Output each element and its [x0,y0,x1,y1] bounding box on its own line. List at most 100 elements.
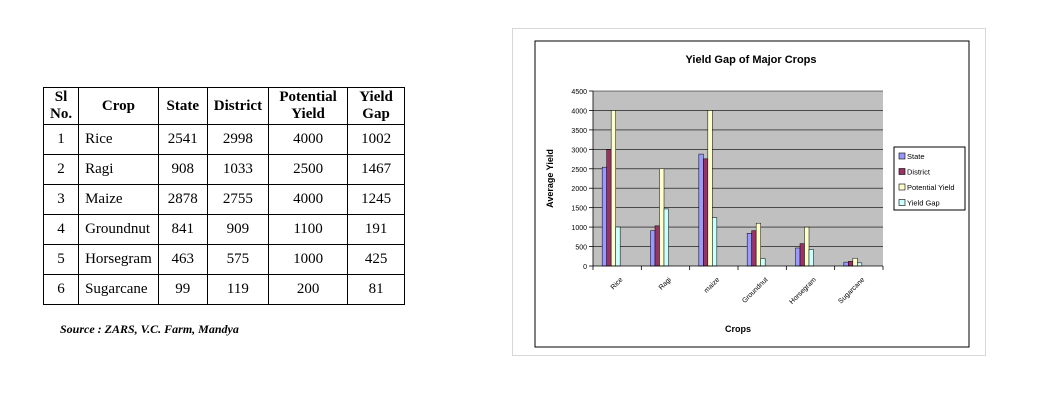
legend-swatch [898,183,906,191]
bar-yield-gap [712,217,718,267]
header-potential-line2: Yield [291,106,325,122]
bar-state [843,261,849,267]
bar-yield-gap [663,208,669,267]
table-row: 2 Ragi 908 1033 2500 1467 [42,154,406,185]
legend-label: State [907,152,925,161]
plot-area [593,91,883,266]
cell-district: 2998 [206,124,270,155]
table-header-row: Sl No. Crop State District Potential Yield… [42,87,406,125]
table-row: 1 Rice 2541 2998 4000 1002 [42,124,406,155]
header-district: District [206,87,270,125]
cell-gap: 425 [347,244,406,275]
bar-potential-yield [707,110,713,267]
bar-yield-gap [857,262,863,267]
header-sl-line2: No. [50,106,73,122]
cell-potential: 1100 [268,214,349,245]
cell-district: 119 [206,274,270,305]
cell-district: 909 [206,214,270,245]
header-state: State [157,87,208,125]
y-tick-label: 2000 [571,186,587,193]
bar-yield-gap [615,226,621,267]
cell-potential: 4000 [268,124,349,155]
cell-sl: 1 [42,124,80,155]
table-row: 6 Sugarcane 99 119 200 81 [42,274,406,305]
cell-sl: 4 [42,214,80,245]
bar-district [751,230,757,267]
cell-potential: 1000 [268,244,349,275]
header-yield-gap: Yield Gap [347,87,406,125]
bar-district [703,158,709,267]
cell-sl: 2 [42,154,80,185]
bar-yield-gap [760,258,766,267]
table-row: 3 Maize 2878 2755 4000 1245 [42,184,406,215]
legend-swatch [898,152,906,160]
bar-district [799,243,805,267]
cell-crop: Horsegram [78,244,159,275]
y-tick-label: 2500 [571,167,587,174]
header-gap-line2: Gap [362,106,390,122]
cell-crop: Groundnut [78,214,159,245]
bar-potential-yield [610,110,616,267]
bar-potential-yield [804,226,810,267]
legend: State District Potential Yield Yield Gap [893,146,966,211]
cell-crop: Ragi [78,154,159,185]
cell-state: 908 [157,154,208,185]
bars [601,110,863,267]
cell-gap: 1002 [347,124,406,155]
chart-container: Yield Gap of Major Crops 0 500 1000 1500 200… [512,28,986,356]
bar-district [654,225,660,267]
bar-yield-gap [808,249,814,267]
y-tick-label: 1000 [571,225,587,232]
cell-crop: Sugarcane [78,274,159,305]
bar-potential-yield [852,257,858,267]
bar-district [606,149,612,267]
header-sl-no: Sl No. [42,87,80,125]
header-crop: Crop [78,87,159,125]
cell-sl: 6 [42,274,80,305]
cell-state: 463 [157,244,208,275]
legend-swatch [898,199,906,206]
cell-gap: 1467 [347,154,406,185]
legend-box [893,146,966,211]
bar-state [698,153,704,267]
legend-label: Yield Gap [907,199,940,208]
cell-potential: 2500 [268,154,349,185]
yield-gap-chart: Yield Gap of Major Crops 0 500 1000 1500 200… [534,40,970,348]
y-axis-title: Average Yield [545,149,555,208]
y-tick-label: 0 [583,264,587,271]
bar-district [848,261,854,267]
cell-crop: Rice [78,124,159,155]
cell-district: 575 [206,244,270,275]
legend-label: District [907,168,931,177]
cell-district: 2755 [206,184,270,215]
cell-gap: 81 [347,274,406,305]
bar-state [746,233,752,267]
cell-sl: 3 [42,184,80,215]
y-tick-label: 3000 [571,147,587,154]
cell-district: 1033 [206,154,270,185]
table-row: 5 Horsegram 463 575 1000 425 [42,244,406,275]
bar-state [795,247,801,267]
source-note: Source : ZARS, V.C. Farm, Mandya [60,322,239,336]
yield-data-table: Sl No. Crop State District Potential Yield… [42,87,406,305]
legend-label: Potential Yield [907,183,955,192]
cell-potential: 200 [268,274,349,305]
bar-potential-yield [755,222,761,267]
header-potential-yield: Potential Yield [268,87,349,125]
bar-state [601,166,607,267]
cell-sl: 5 [42,244,80,275]
cell-gap: 1245 [347,184,406,215]
chart-title: Yield Gap of Major Crops [686,54,817,66]
x-axis-title: Crops [725,324,751,334]
gridlines [593,90,883,247]
bar-potential-yield [659,168,665,267]
header-sl-line1: Sl [54,89,68,105]
table-row: 4 Groundnut 841 909 1100 191 [42,214,406,245]
cell-gap: 191 [347,214,406,245]
header-potential-line1: Potential [279,89,337,105]
y-tick-label: 1500 [571,206,587,213]
cell-crop: Maize [78,184,159,215]
y-tick-label: 3500 [571,128,587,135]
bar-state [650,230,656,267]
cell-state: 99 [157,274,208,305]
